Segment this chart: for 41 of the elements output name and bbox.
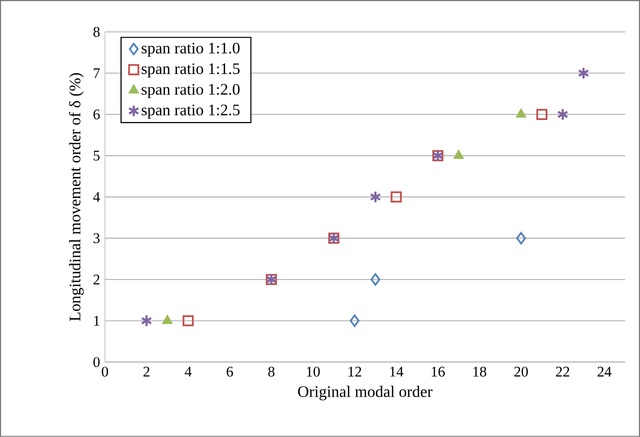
point: [140, 314, 152, 328]
x-tick-label: 16: [432, 366, 445, 377]
x-tick-label: 14: [390, 366, 404, 376]
y-tick-label: 6: [93, 110, 100, 120]
point: [454, 150, 464, 159]
point: [350, 314, 360, 327]
y-tick-label: 7: [94, 68, 100, 78]
point: [557, 108, 568, 121]
y-tick-label: 8: [93, 26, 100, 37]
point: [516, 108, 526, 118]
legend-label: span ratio 1:1.0: [142, 42, 240, 57]
point: [578, 66, 590, 80]
x-axis-title: Original modal order: [298, 386, 432, 400]
point: [162, 315, 172, 324]
point: [370, 273, 380, 286]
point: [516, 232, 526, 244]
x-tick-label: 24: [598, 366, 612, 376]
y-tick-label: 3: [94, 233, 100, 244]
x-tick-label: 18: [473, 366, 486, 377]
y-tick-label: 5: [94, 150, 100, 161]
y-axis-title: Longitudinal movement order of δ (%): [68, 73, 84, 321]
y-tick-label: 2: [94, 274, 100, 284]
x-tick-label: 6: [226, 366, 233, 377]
x-tick-label: 20: [514, 366, 528, 377]
x-tick-label: 0: [102, 366, 108, 377]
point: [536, 108, 548, 120]
y-tick-label: 1: [94, 316, 100, 326]
point: [370, 190, 382, 204]
x-tick-label: 8: [268, 366, 274, 377]
y-tick-label: 4: [93, 192, 100, 202]
x-tick-label: 4: [184, 366, 192, 376]
x-tick-label: 2: [144, 366, 150, 376]
legend-label: span ratio 1:2.5: [142, 104, 240, 119]
y-tick-label: 0: [93, 357, 100, 368]
x-tick-label: 22: [556, 366, 570, 376]
legend-label: span ratio 1:1.5: [142, 63, 240, 78]
legend-label: span ratio 1:2.0: [142, 84, 240, 98]
point: [182, 315, 194, 326]
x-tick-label: 12: [348, 366, 362, 376]
point: [390, 191, 402, 203]
x-tick-label: 10: [306, 366, 320, 377]
